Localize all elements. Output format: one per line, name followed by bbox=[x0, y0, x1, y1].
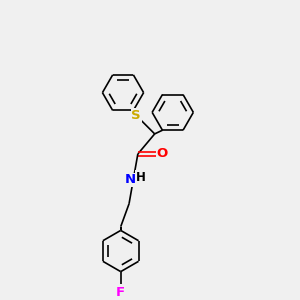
Text: O: O bbox=[157, 148, 168, 160]
Text: S: S bbox=[131, 109, 141, 122]
Text: F: F bbox=[116, 286, 125, 299]
Text: N: N bbox=[125, 173, 136, 186]
Text: H: H bbox=[136, 170, 146, 184]
